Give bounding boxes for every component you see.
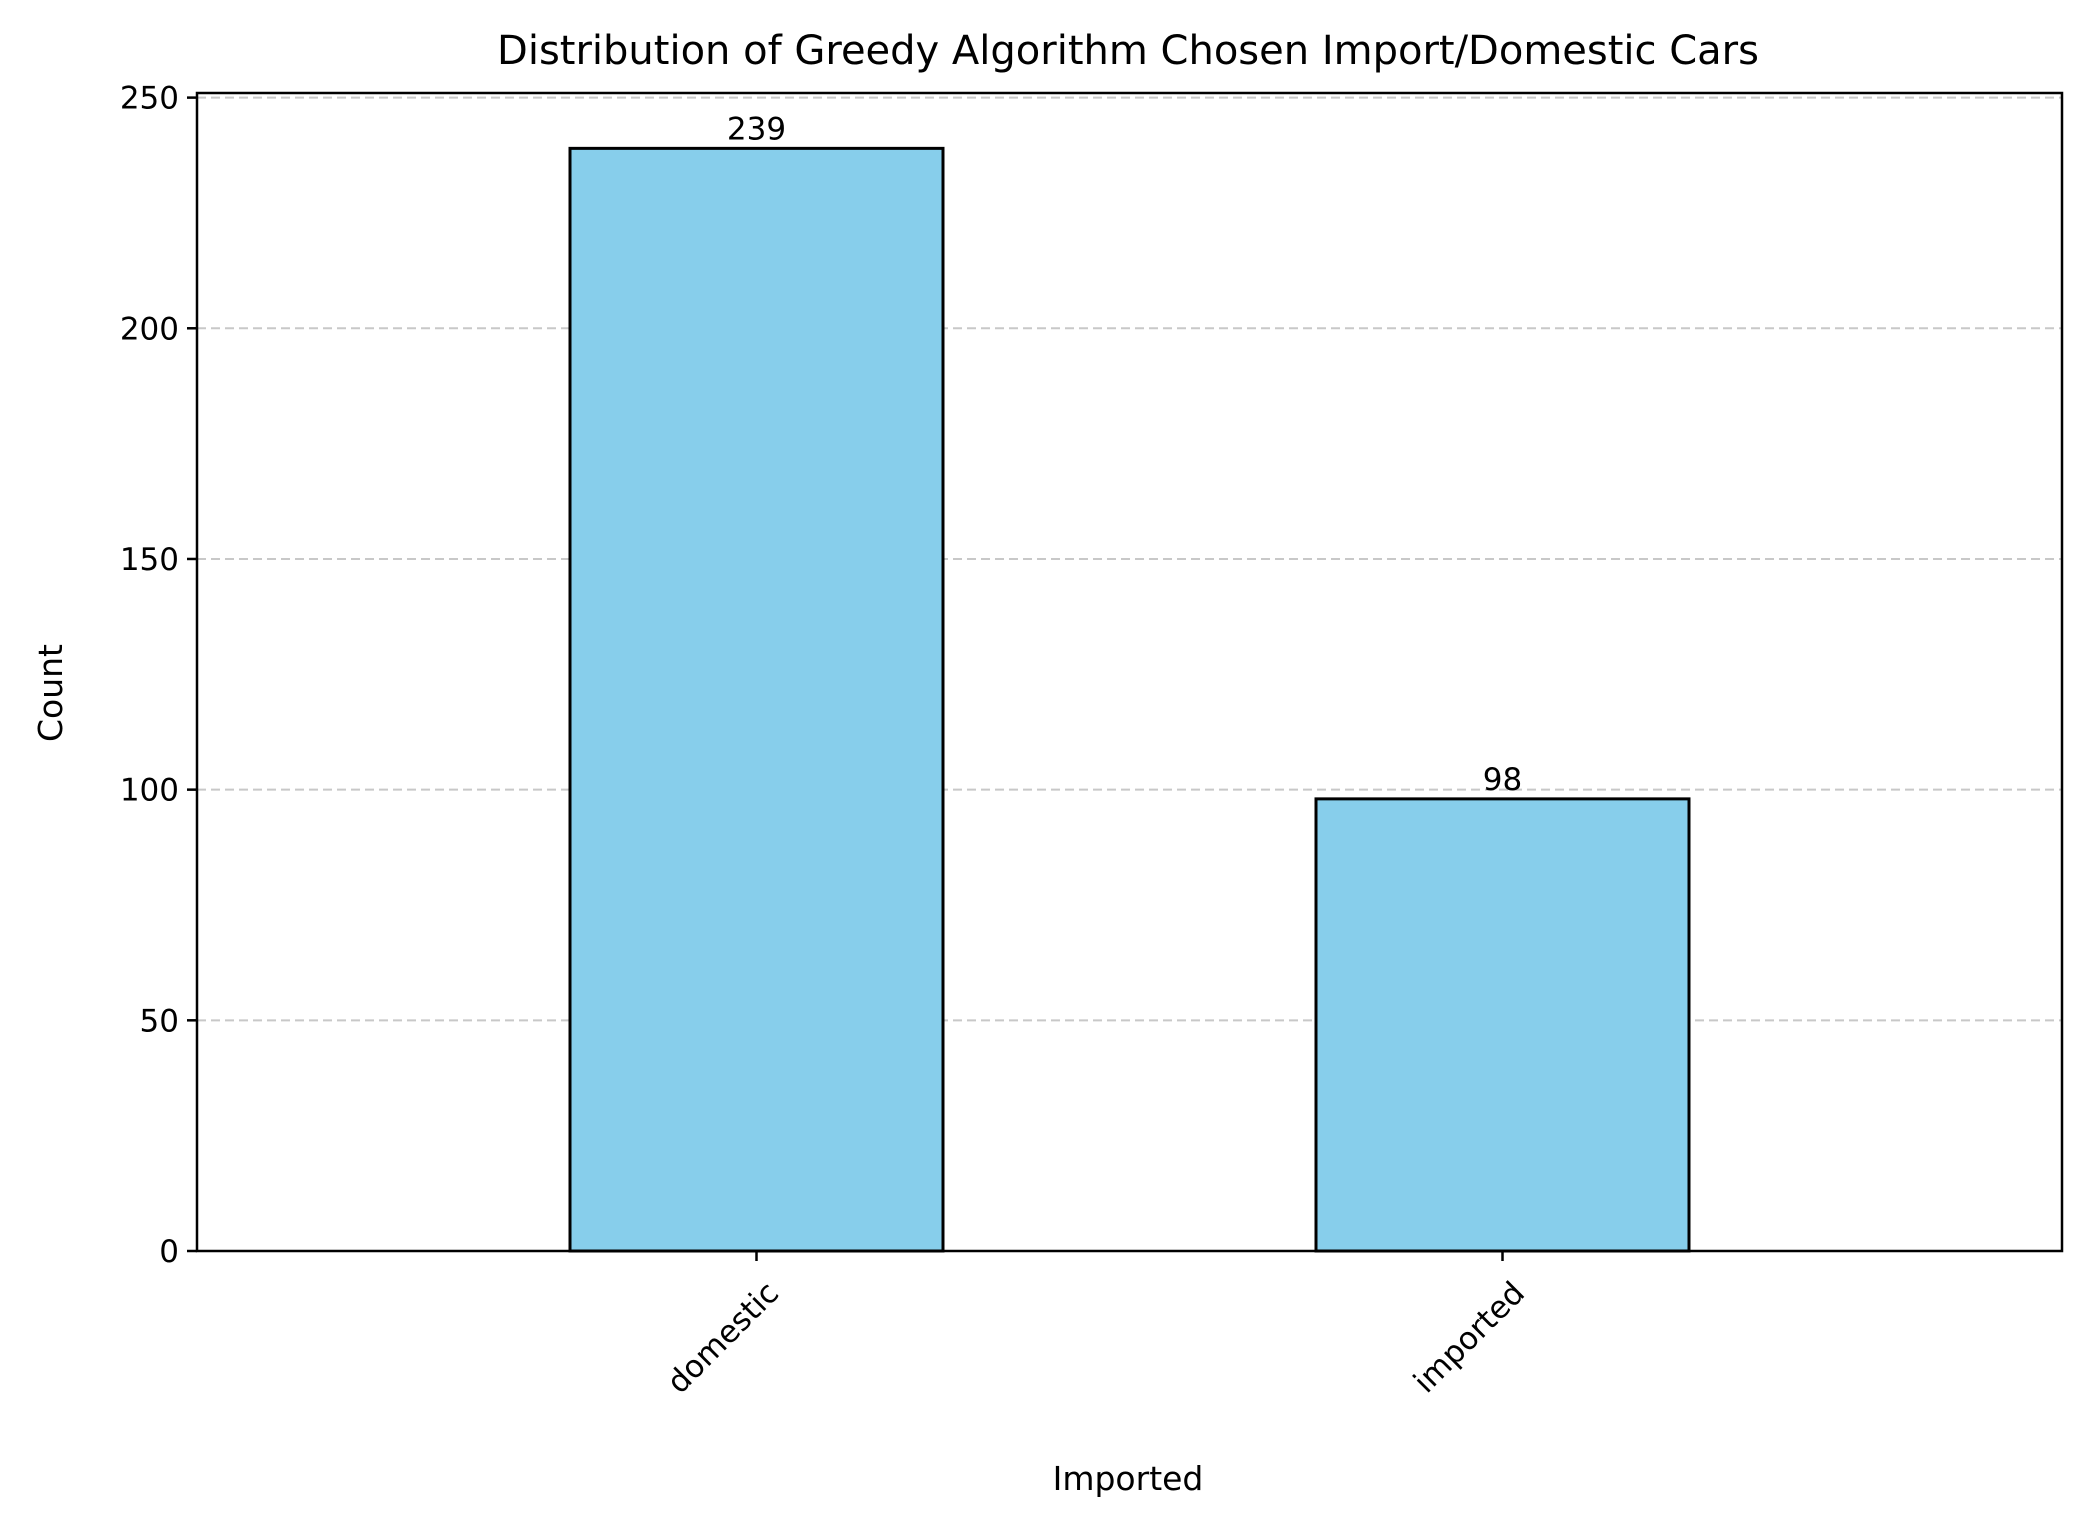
y-tick-label-5: 250: [120, 81, 179, 117]
bar-domestic: [568, 146, 945, 1253]
y-tick-label-0: 0: [159, 1234, 179, 1270]
y-tick-label-2: 100: [120, 773, 179, 809]
y-tick-label-4: 200: [120, 311, 179, 347]
y-axis-label: Count: [31, 644, 70, 742]
plot-frame: [195, 91, 2064, 1253]
data-label-imported: 98: [1483, 762, 1522, 798]
data-label-domestic: 239: [727, 111, 786, 147]
y-tick-label-1: 50: [140, 1003, 179, 1039]
data-labels: 239 98: [727, 111, 1522, 798]
y-tick-label-3: 150: [120, 542, 179, 578]
chart-title: Distribution of Greedy Algorithm Chosen …: [497, 28, 1759, 74]
bars: [568, 146, 1691, 1253]
bar-imported: [1314, 797, 1691, 1253]
x-axis-label: Imported: [1053, 1459, 1204, 1498]
